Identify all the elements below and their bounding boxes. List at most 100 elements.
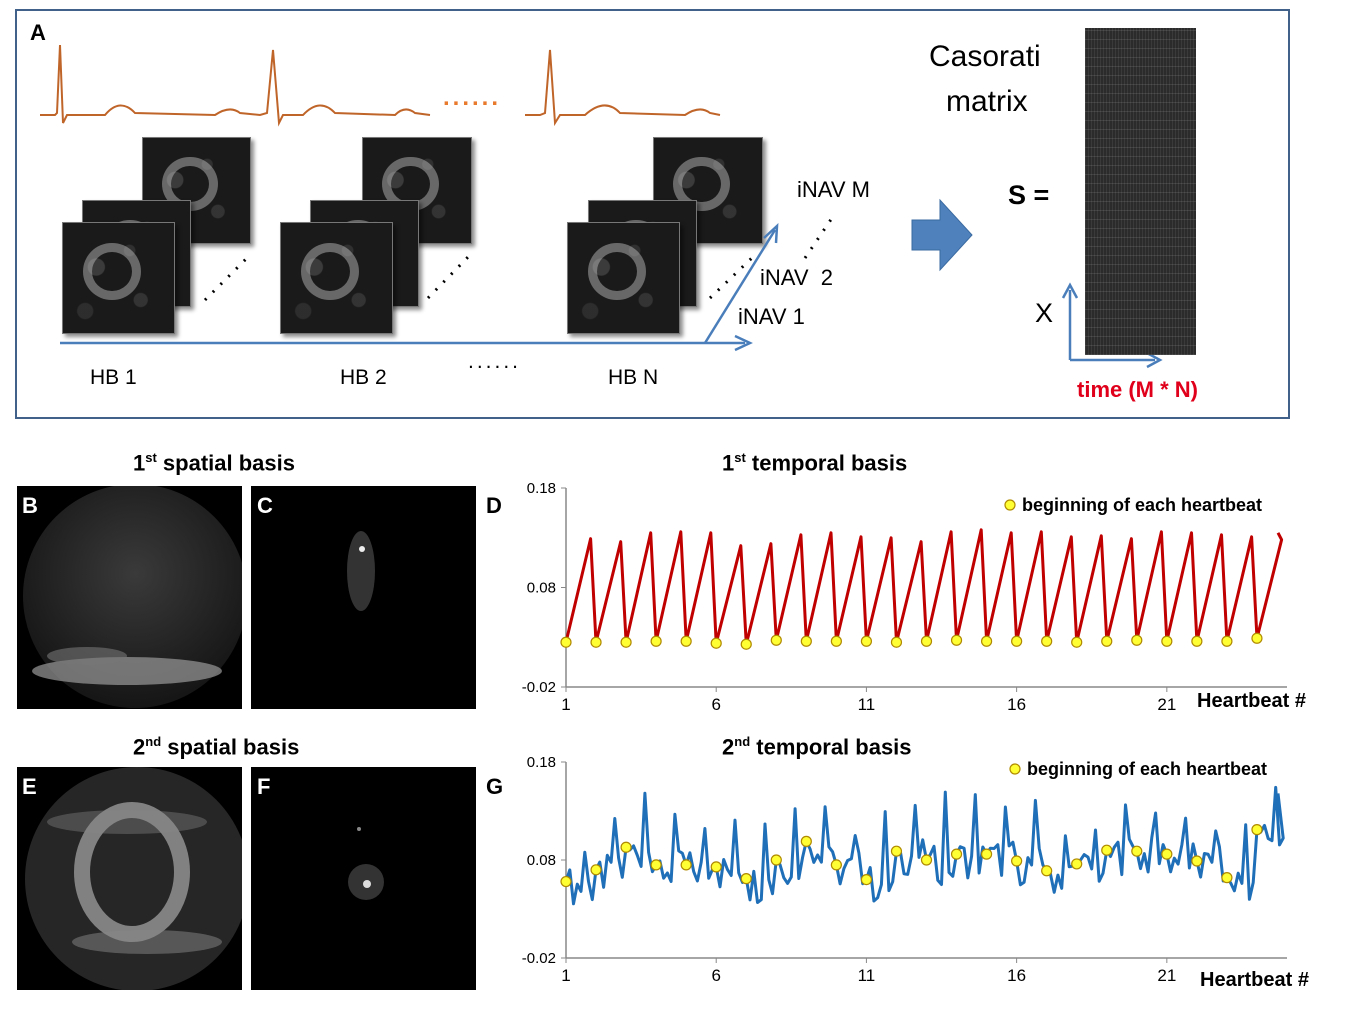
y-tick-label: 0.18: [527, 480, 556, 497]
heartbeat-start-marker: [560, 636, 572, 648]
ecg-ellipsis: ......: [443, 84, 502, 111]
heartbeat-start-marker: [1131, 634, 1143, 646]
heartbeat-start-marker: [620, 636, 632, 648]
x-tick-label: 21: [1157, 966, 1176, 985]
heartbeat-start-marker: [1101, 844, 1113, 856]
panel-b-letter: B: [22, 493, 38, 518]
legend-label: beginning of each heartbeat: [1027, 759, 1267, 779]
heartbeat-start-marker: [1191, 855, 1203, 867]
spatial-basis-image-b: [17, 486, 242, 709]
x-axis-label: X: [1035, 298, 1054, 328]
heartbeat-start-marker: [890, 845, 903, 857]
x-axis-label: Heartbeat #: [1200, 969, 1309, 991]
heartbeat-start-marker: [1011, 635, 1023, 647]
legend-label: beginning of each heartbeat: [1022, 495, 1262, 515]
heartbeat-start-marker: [920, 854, 933, 866]
x-tick-label: 11: [858, 695, 876, 714]
x-tick-label: 1: [561, 695, 570, 714]
heartbeat-start-marker: [560, 875, 572, 888]
heartbeat-start-marker: [590, 864, 602, 876]
heartbeat-start-marker: [980, 635, 993, 647]
heartbeat-start-marker: [950, 848, 963, 860]
heartbeat-start-marker: [1131, 845, 1143, 857]
heartbeat-start-marker: [1251, 632, 1263, 644]
heartbeat-start-marker: [740, 638, 752, 650]
panel-c-letter: C: [257, 493, 273, 518]
temporal-basis-chart-d: 0.180.08-0.021 6 11 16 21 Heartbeat #beginnin…: [522, 480, 1306, 714]
heartbeat-start-marker: [830, 635, 842, 647]
heartbeat-start-marker: [1071, 636, 1083, 648]
spatial-basis-image-c: [251, 486, 476, 709]
spatial-basis-2-title: 2nd spatial basis: [133, 734, 300, 760]
heartbeat-start-marker: [650, 859, 662, 871]
heartbeat-start-marker: [1161, 848, 1173, 860]
heartbeat-start-marker: [710, 637, 722, 649]
s-equals-label: S =: [1008, 180, 1050, 210]
temporal-basis-1-title: 1st temporal basis: [722, 450, 908, 476]
heartbeat-start-marker: [830, 859, 842, 871]
heartbeat-start-marker: [1011, 855, 1023, 867]
hb-label-n: HB N: [608, 366, 659, 389]
heartbeat-start-marker: [1221, 872, 1233, 884]
heartbeat-start-marker: [1041, 635, 1053, 647]
heartbeat-start-marker: [860, 635, 873, 647]
heartbeat-start-marker: [1161, 635, 1173, 647]
x-tick-label: 11: [858, 966, 876, 985]
mri-frame-hb2-front: [280, 222, 393, 334]
heartbeat-start-marker: [680, 859, 692, 871]
x-tick-label: 6: [711, 695, 720, 714]
x-tick-label: 21: [1157, 695, 1176, 714]
heartbeat-start-marker: [860, 873, 873, 886]
heartbeat-start-marker: [1251, 824, 1263, 836]
hb-ellipsis: ......: [468, 350, 522, 373]
heartbeat-start-marker: [770, 854, 782, 866]
right-arrow-icon: [911, 198, 973, 272]
heartbeat-start-marker: [770, 634, 782, 646]
mri-frame-hbn-back: [653, 137, 763, 244]
panel-d-letter: D: [486, 493, 502, 518]
hb-label-2: HB 2: [340, 366, 387, 389]
mri-frame-hbn-front: [567, 222, 680, 334]
spatial-basis-image-f: [251, 767, 476, 990]
heartbeat-start-marker: [950, 634, 963, 646]
x-tick-label: 16: [1007, 695, 1026, 714]
x-tick-label: 1: [561, 966, 570, 985]
heartbeat-start-marker: [650, 635, 662, 647]
inav-label-2: iNAV 2: [760, 265, 833, 290]
x-tick-label: 16: [1007, 966, 1026, 985]
panel-g-letter: G: [486, 774, 504, 799]
temporal-basis-chart-g: 0.180.08-0.021 6 11 16 21 Heartbeat #beginnin…: [522, 754, 1309, 991]
legend-marker: [1009, 763, 1021, 775]
temporal-basis-2-title: 2nd temporal basis: [722, 734, 912, 760]
heartbeat-start-marker: [920, 635, 933, 647]
heartbeat-start-marker: [800, 835, 812, 847]
y-tick-label: -0.02: [522, 679, 556, 696]
spatial-basis-image-e: [17, 767, 242, 990]
casorati-matrix-image: [1085, 28, 1196, 355]
ecg-trace: [40, 45, 721, 127]
inav-label-1: iNAV 1: [738, 304, 805, 329]
heartbeat-start-marker: [1221, 635, 1233, 647]
mri-frame-hb1-front: [62, 222, 175, 334]
heartbeat-start-marker: [590, 636, 602, 648]
casorati-title-line2: matrix: [946, 85, 1028, 118]
panel-a-frame: [15, 9, 1290, 419]
heartbeat-start-marker: [680, 635, 692, 647]
heartbeat-start-marker: [1041, 865, 1053, 877]
heartbeat-start-marker: [800, 635, 812, 647]
x-axis-label: Heartbeat #: [1197, 690, 1306, 712]
panel-f-letter: F: [257, 774, 271, 799]
y-tick-label: 0.08: [527, 580, 556, 597]
hb-label-1: HB 1: [90, 366, 137, 389]
heartbeat-start-marker: [980, 848, 993, 860]
x-tick-label: 6: [711, 966, 720, 985]
y-tick-label: 0.08: [527, 852, 556, 869]
panel-e-letter: E: [22, 774, 37, 799]
heartbeat-start-marker: [1191, 635, 1203, 647]
heartbeat-start-marker: [740, 873, 752, 885]
heartbeat-start-marker: [710, 861, 722, 873]
legend-marker: [1004, 499, 1016, 511]
y-tick-label: 0.18: [527, 754, 556, 771]
heartbeat-start-marker: [890, 636, 903, 648]
heartbeat-start-marker: [620, 841, 632, 853]
